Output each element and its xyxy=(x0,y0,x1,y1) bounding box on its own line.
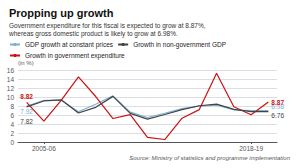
svg-text:6.98: 6.98 xyxy=(271,103,284,111)
svg-text:6: 6 xyxy=(10,112,14,119)
svg-text:GDP growth at constant prices: GDP growth at constant prices xyxy=(25,41,114,49)
svg-text:2018-19: 2018-19 xyxy=(239,145,263,152)
svg-text:7.92: 7.92 xyxy=(20,108,33,115)
svg-text:8: 8 xyxy=(10,103,14,110)
svg-text:6.76: 6.76 xyxy=(271,112,284,119)
svg-text:Growth in government expenditu: Growth in government expenditure xyxy=(25,52,125,60)
svg-text:2005-06: 2005-06 xyxy=(32,145,56,152)
svg-text:whereas gross domestic product: whereas gross domestic product is likely… xyxy=(8,30,178,38)
svg-text:(in %): (in %) xyxy=(18,60,34,66)
svg-text:12: 12 xyxy=(7,85,15,92)
svg-text:16: 16 xyxy=(7,67,15,74)
svg-text:2: 2 xyxy=(10,130,14,137)
svg-text:4: 4 xyxy=(10,121,14,128)
svg-text:8.87: 8.87 xyxy=(271,99,284,106)
svg-text:Government expenditure for thi: Government expenditure for this fiscal i… xyxy=(9,22,206,30)
svg-text:8.82: 8.82 xyxy=(20,93,33,100)
svg-text:7.82: 7.82 xyxy=(20,118,33,125)
svg-text:Source: Ministry of statistics: Source: Ministry of statistics and progr… xyxy=(129,155,290,161)
svg-text:0: 0 xyxy=(10,139,14,146)
svg-text:10: 10 xyxy=(7,94,15,101)
svg-text:Propping up growth: Propping up growth xyxy=(9,7,114,19)
svg-text:14: 14 xyxy=(7,76,15,83)
svg-text:Growth in non-government GDP: Growth in non-government GDP xyxy=(133,41,226,49)
